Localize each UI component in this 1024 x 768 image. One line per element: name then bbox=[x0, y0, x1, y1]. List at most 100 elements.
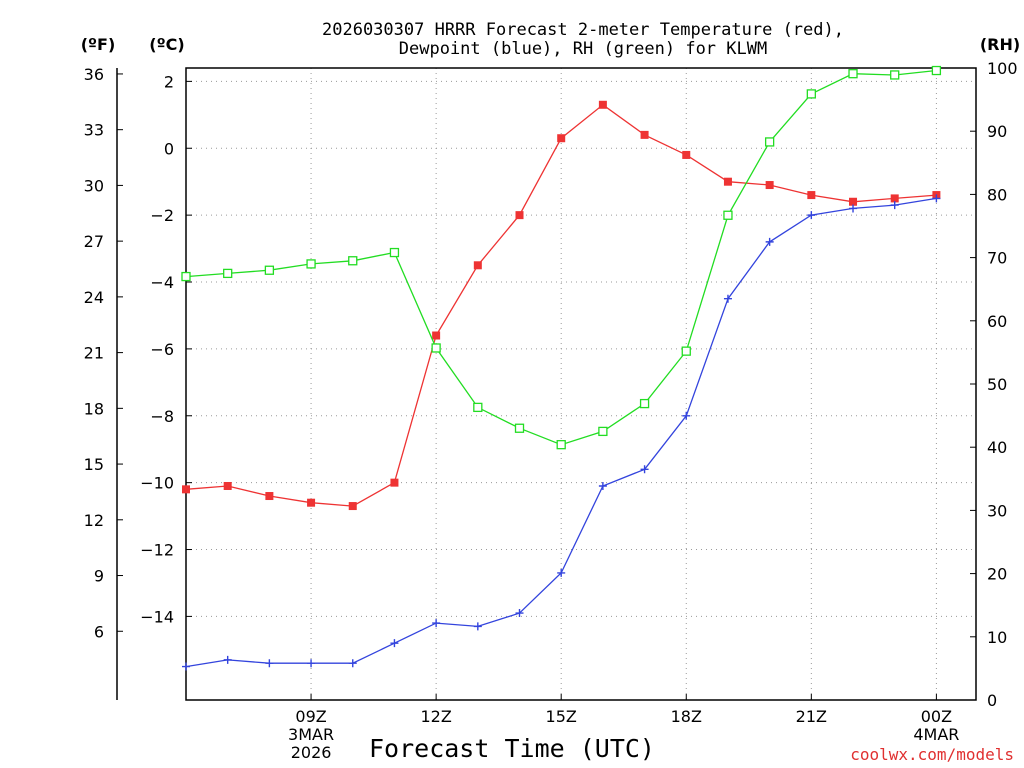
chart-title-line1: 2026030307 HRRR Forecast 2-meter Tempera… bbox=[322, 20, 844, 40]
plot-frame bbox=[185, 67, 977, 701]
x-tick-label: 00Z bbox=[921, 707, 952, 726]
fahrenheit-tick-label: 27 bbox=[84, 232, 104, 251]
rh-tick-label: 100 bbox=[987, 59, 1018, 78]
grid bbox=[186, 68, 976, 700]
celsius-tick-label: −2 bbox=[150, 206, 174, 225]
rh-tick-label: 60 bbox=[987, 312, 1007, 331]
temperature-point bbox=[348, 502, 357, 511]
rh-point bbox=[473, 402, 483, 413]
dewpoint-point bbox=[765, 237, 774, 246]
fahrenheit-tick-label: 15 bbox=[84, 455, 104, 474]
celsius-unit-label: (ºC) bbox=[149, 35, 184, 54]
fahrenheit-tick-label: 33 bbox=[84, 121, 104, 140]
fahrenheit-tick-label: 12 bbox=[84, 511, 104, 530]
fahrenheit-tick-label: 30 bbox=[84, 176, 104, 195]
rh-unit-label: (RH) bbox=[980, 35, 1020, 54]
dewpoint-point bbox=[557, 568, 566, 577]
temperature-point bbox=[223, 481, 232, 490]
temperature-point bbox=[807, 191, 816, 200]
rh-point bbox=[264, 265, 275, 275]
rh-tick-label: 50 bbox=[987, 375, 1007, 394]
rh-point bbox=[348, 256, 358, 266]
rh-point bbox=[723, 210, 733, 220]
dewpoint-point bbox=[849, 204, 858, 213]
rh-tick-label: 20 bbox=[987, 565, 1007, 584]
x-tick-label: 18Z bbox=[671, 707, 702, 726]
dewpoint-point bbox=[182, 662, 190, 671]
rh-tick-label: 10 bbox=[987, 628, 1007, 647]
temperature-point bbox=[682, 150, 691, 159]
dewpoint-point bbox=[390, 639, 399, 648]
fahrenheit-unit-label: (ºF) bbox=[81, 35, 116, 54]
chart-title-line2: Dewpoint (blue), RH (green) for KLWM bbox=[399, 39, 767, 59]
dewpoint-point bbox=[515, 609, 524, 618]
rh-point bbox=[806, 89, 816, 99]
series-rh bbox=[181, 65, 942, 450]
dewpoint-point bbox=[223, 655, 232, 664]
rh-tick-label: 90 bbox=[987, 122, 1007, 141]
temperature-point bbox=[307, 498, 316, 507]
fahrenheit-tick-label: 24 bbox=[84, 288, 104, 307]
x-date-label: 3MAR bbox=[288, 725, 334, 744]
dewpoint-point bbox=[682, 411, 691, 420]
celsius-tick-label: 0 bbox=[164, 139, 174, 158]
x-year-label: 2026 bbox=[291, 743, 332, 762]
dewpoint-point bbox=[432, 619, 441, 628]
temperature-point bbox=[598, 100, 607, 109]
x-axis-label: Forecast Time (UTC) bbox=[369, 734, 655, 763]
dewpoint-point bbox=[807, 211, 816, 220]
celsius-tick-label: −4 bbox=[150, 273, 174, 292]
fahrenheit-tick-label: 9 bbox=[94, 567, 104, 586]
fahrenheit-tick-label: 6 bbox=[94, 622, 104, 641]
dewpoint-point bbox=[932, 194, 941, 203]
celsius-tick-label: −10 bbox=[140, 474, 174, 493]
celsius-tick-label: 2 bbox=[164, 72, 174, 91]
celsius-tick-label: −6 bbox=[150, 340, 174, 359]
celsius-tick-label: −8 bbox=[150, 407, 174, 426]
rh-point bbox=[389, 247, 400, 258]
x-tick-label: 21Z bbox=[796, 707, 827, 726]
fahrenheit-tick-label: 18 bbox=[84, 399, 104, 418]
temperature-point bbox=[265, 492, 274, 501]
temperature-point bbox=[390, 478, 399, 487]
rh-point bbox=[639, 398, 650, 409]
rh-point bbox=[681, 346, 691, 356]
dewpoint-point bbox=[473, 622, 482, 631]
celsius-tick-label: −14 bbox=[140, 607, 174, 626]
temperature-point bbox=[890, 194, 899, 203]
credit-text: coolwx.com/models bbox=[850, 745, 1014, 764]
temperature-point bbox=[849, 197, 858, 206]
series-dewpoint bbox=[182, 194, 941, 671]
rh-tick-label: 70 bbox=[987, 249, 1007, 268]
celsius-tick-label: −12 bbox=[140, 541, 174, 560]
dewpoint-point bbox=[723, 294, 732, 303]
rh-tick-label: 80 bbox=[987, 185, 1007, 204]
rh-point bbox=[931, 65, 942, 76]
data-series bbox=[181, 65, 942, 671]
dewpoint-point bbox=[348, 659, 357, 668]
dewpoint-point bbox=[640, 465, 649, 474]
rh-tick-label: 0 bbox=[987, 691, 997, 710]
rh-point bbox=[764, 137, 775, 147]
rh-point bbox=[306, 259, 316, 269]
dewpoint-point bbox=[890, 201, 899, 210]
axes: 3633302724211815129620−2−4−6−8−10−12−141… bbox=[84, 59, 1018, 762]
rh-point bbox=[514, 423, 525, 433]
x-tick-label: 09Z bbox=[295, 707, 326, 726]
rh-tick-label: 40 bbox=[987, 438, 1007, 457]
rh-point bbox=[223, 268, 233, 279]
temperature-point bbox=[723, 177, 732, 186]
x-date-label: 4MAR bbox=[913, 725, 959, 744]
dewpoint-point bbox=[307, 659, 316, 668]
rh-tick-label: 30 bbox=[987, 501, 1007, 520]
rh-point bbox=[181, 271, 191, 282]
temperature-point bbox=[640, 130, 649, 139]
rh-point bbox=[598, 426, 608, 437]
fahrenheit-tick-label: 36 bbox=[84, 65, 104, 84]
fahrenheit-tick-label: 21 bbox=[84, 344, 104, 363]
rh-point bbox=[890, 70, 900, 80]
x-tick-label: 12Z bbox=[420, 707, 451, 726]
rh-point bbox=[556, 440, 566, 450]
rh-point bbox=[431, 343, 441, 353]
